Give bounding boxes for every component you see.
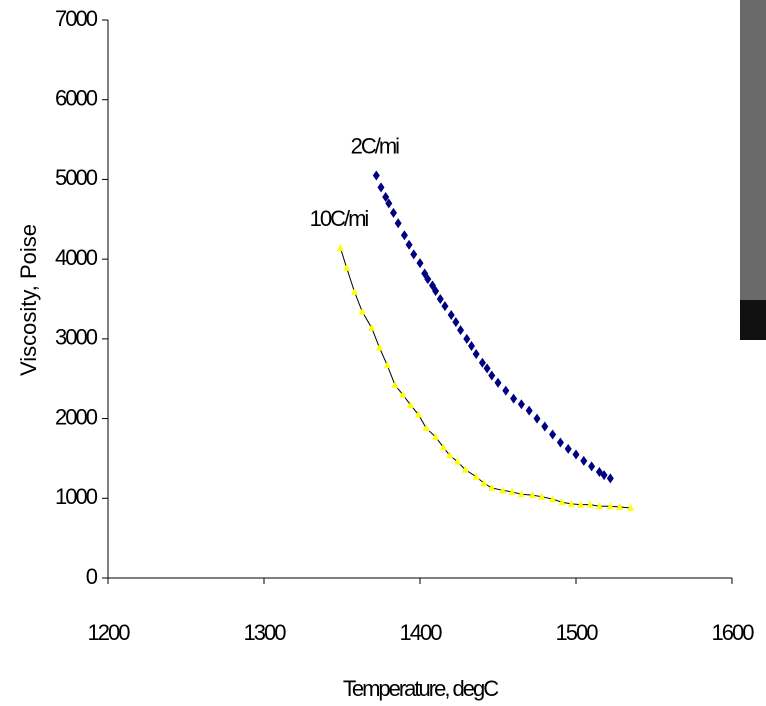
point (556, 437, 564, 448)
point (457, 325, 465, 336)
photo-fragment (740, 0, 766, 340)
y-tick-label: 5000 (55, 165, 98, 190)
point (405, 239, 413, 250)
point (377, 182, 385, 193)
series-label: 10C/mi (310, 206, 369, 231)
point (483, 363, 491, 374)
point (533, 413, 541, 424)
point (350, 287, 358, 295)
point (472, 472, 480, 480)
point (549, 495, 557, 503)
point (572, 449, 580, 460)
point (480, 479, 488, 487)
x-tick-label: 1400 (400, 620, 443, 645)
point (343, 263, 351, 271)
point (439, 443, 447, 451)
point (510, 393, 518, 404)
y-tick-label: 3000 (55, 325, 98, 350)
point (616, 503, 624, 511)
point (567, 499, 575, 507)
point (541, 421, 549, 432)
point (564, 443, 572, 454)
point (577, 500, 585, 508)
point (372, 170, 380, 181)
point (606, 473, 614, 484)
point (383, 361, 391, 369)
point (606, 502, 614, 510)
point (389, 207, 397, 218)
point (467, 341, 475, 352)
point (368, 323, 376, 331)
point (488, 483, 496, 491)
y-tick-label: 6000 (55, 86, 98, 111)
point (391, 381, 399, 389)
point (588, 461, 596, 472)
x-tick-label: 1300 (244, 620, 287, 645)
point (421, 268, 429, 279)
point (528, 491, 536, 499)
point (525, 405, 533, 416)
y-axis-title: Viscosity, Poise (16, 224, 41, 376)
photo-fragment-dark (740, 300, 766, 340)
point (627, 503, 635, 511)
point (394, 218, 402, 229)
point (382, 191, 390, 202)
y-tick-label: 0 (86, 564, 98, 589)
point (441, 301, 449, 312)
point (428, 280, 436, 291)
point (586, 500, 594, 508)
point (414, 410, 422, 418)
point (432, 432, 440, 440)
point (538, 492, 546, 500)
point (358, 307, 366, 315)
point (494, 377, 502, 388)
point (600, 470, 608, 481)
point (452, 317, 460, 328)
point (424, 274, 432, 285)
point (453, 457, 461, 465)
point (499, 486, 507, 494)
point (558, 498, 566, 506)
point (336, 243, 344, 251)
point (517, 490, 525, 498)
x-tick-label: 1600 (712, 620, 755, 645)
point (488, 370, 496, 381)
point (463, 333, 471, 344)
point (472, 349, 480, 360)
y-tick-label: 2000 (55, 404, 98, 429)
point (447, 309, 455, 320)
point (399, 390, 407, 398)
point (436, 294, 444, 304)
point (375, 343, 383, 351)
point (410, 249, 418, 260)
point (385, 198, 393, 209)
point (432, 286, 440, 297)
point (400, 230, 408, 241)
point (508, 487, 516, 495)
point (446, 451, 454, 459)
point (478, 357, 486, 368)
point (461, 465, 469, 473)
point (595, 502, 603, 510)
y-tick-label: 1000 (55, 484, 98, 509)
x-axis-title: Temperature, degC (343, 676, 499, 701)
point (549, 429, 557, 440)
y-tick-label: 4000 (55, 245, 98, 270)
point (580, 455, 588, 466)
point (517, 399, 525, 410)
series-line (339, 247, 631, 509)
series-label: 2C/mi (351, 133, 400, 158)
point (416, 258, 424, 269)
point (502, 385, 510, 396)
point (422, 424, 430, 432)
point (407, 401, 415, 409)
x-tick-label: 1500 (556, 620, 599, 645)
y-tick-label: 7000 (55, 6, 98, 31)
x-tick-label: 1200 (88, 620, 131, 645)
